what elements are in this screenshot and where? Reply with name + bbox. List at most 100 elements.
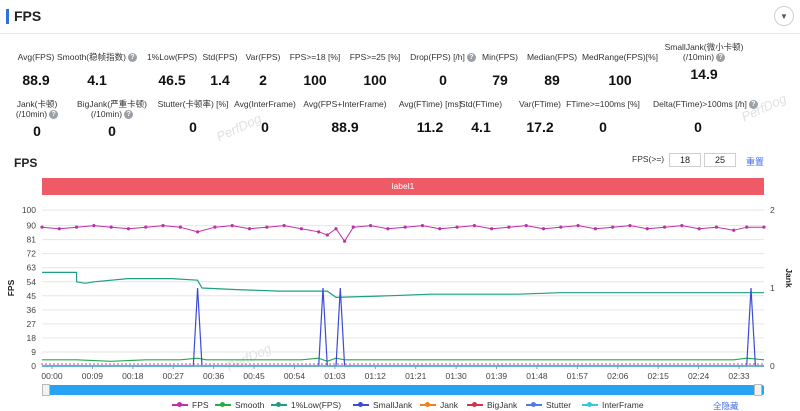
- legend-item-fps[interactable]: FPS: [172, 400, 209, 410]
- help-icon[interactable]: ?: [127, 53, 137, 63]
- help-icon[interactable]: ?: [49, 110, 59, 120]
- stat-block: FPS>=18 [%] 100: [270, 52, 360, 88]
- stat-label: Avg(FPS): [17, 52, 55, 62]
- series-line-fps: [41, 225, 764, 243]
- fps-point: [230, 224, 234, 228]
- fps-point: [472, 224, 476, 228]
- collapse-chevron-icon[interactable]: ▼: [774, 6, 794, 26]
- stat-value: 0: [33, 123, 41, 140]
- legend-item-1-low-fps-[interactable]: 1%Low(FPS): [271, 400, 341, 410]
- help-icon[interactable]: ?: [716, 53, 726, 63]
- baseline-dot: [265, 363, 267, 365]
- baseline-dot: [653, 363, 655, 365]
- stat-label: Stutter(卡顿率) [%]: [157, 99, 229, 109]
- legend-item-interframe[interactable]: InterFrame: [582, 400, 644, 410]
- baseline-dot: [565, 363, 567, 365]
- baseline-dot: [637, 363, 639, 365]
- fps-point: [438, 227, 442, 231]
- baseline-dot: [141, 363, 143, 365]
- baseline-dot: [317, 363, 319, 365]
- stat-value: 4.1: [87, 72, 107, 89]
- legend-item-stutter[interactable]: Stutter: [526, 400, 571, 410]
- baseline-dot: [449, 363, 451, 365]
- stat-block: MedRange(FPS)[%] 100: [575, 52, 665, 88]
- baseline-dot: [477, 363, 479, 365]
- baseline-dot: [309, 363, 311, 365]
- help-icon[interactable]: ?: [466, 53, 476, 63]
- stat-block: BigJank(严重卡顿) (/10min)? 0: [67, 99, 157, 139]
- baseline-dot: [253, 363, 255, 365]
- stat-label: MedRange(FPS)[%]: [581, 52, 659, 62]
- fps-point: [576, 224, 580, 228]
- help-icon[interactable]: ?: [124, 110, 134, 120]
- baseline-dot: [485, 363, 487, 365]
- y2-tick-label: 0: [770, 361, 775, 371]
- baseline-dot: [617, 363, 619, 365]
- y-tick-label: 9: [31, 347, 36, 357]
- fps-point: [178, 225, 182, 229]
- legend-item-smooth[interactable]: Smooth: [215, 400, 264, 410]
- help-icon[interactable]: ?: [748, 100, 758, 110]
- baseline-dot: [669, 363, 671, 365]
- baseline-dot: [153, 363, 155, 365]
- stat-block: SmallJank(微小卡顿) (/10min)? 14.9: [659, 42, 749, 82]
- baseline-dot: [501, 363, 503, 365]
- baseline-dot: [245, 363, 247, 365]
- baseline-dot: [709, 363, 711, 365]
- baseline-dot: [221, 363, 223, 365]
- fps-threshold-input-1[interactable]: [669, 153, 701, 167]
- baseline-dot: [665, 363, 667, 365]
- legend-item-jank[interactable]: Jank: [420, 400, 458, 410]
- baseline-dot: [65, 363, 67, 365]
- baseline-dot: [469, 363, 471, 365]
- legend-item-smalljank[interactable]: SmallJank: [353, 400, 412, 410]
- baseline-dot: [661, 363, 663, 365]
- y-tick-label: 63: [27, 263, 37, 273]
- scrollbar-right-handle[interactable]: [754, 384, 762, 396]
- baseline-dot: [41, 363, 43, 365]
- label-band[interactable]: label1: [42, 178, 764, 195]
- baseline-dot: [117, 363, 119, 365]
- stat-label: Avg(InterFrame): [234, 99, 296, 109]
- watermark: PerfDog: [224, 340, 274, 375]
- baseline-dot: [717, 363, 719, 365]
- baseline-dot: [225, 363, 227, 365]
- fps-point: [645, 227, 649, 231]
- baseline-dot: [465, 363, 467, 365]
- baseline-dot: [93, 363, 95, 365]
- fps-threshold-input-2[interactable]: [704, 153, 736, 167]
- section-title: FPS: [14, 8, 42, 24]
- baseline-dot: [85, 363, 87, 365]
- legend-label: InterFrame: [602, 400, 644, 410]
- baseline-dot: [113, 363, 115, 365]
- baseline-dot: [121, 363, 123, 365]
- baseline-dot: [109, 363, 111, 365]
- baseline-dot: [89, 363, 91, 365]
- baseline-dot: [533, 363, 535, 365]
- stat-block: Var(FTime) 17.2: [495, 99, 585, 135]
- baseline-dot: [633, 363, 635, 365]
- reset-button[interactable]: 重置: [746, 157, 765, 167]
- stat-value: 4.1: [471, 119, 491, 135]
- stat-label: Drop(FPS) [/h]?: [398, 52, 488, 63]
- y-tick-label: 100: [22, 205, 36, 215]
- baseline-dot: [313, 363, 315, 365]
- x-tick-label: 02:15: [648, 371, 670, 381]
- baseline-dot: [705, 363, 707, 365]
- timeline-scrollbar[interactable]: [42, 385, 764, 395]
- chart-legend: 全隐藏 FPS Smooth 1%Low(FPS) SmallJank Jank BigJ…: [0, 400, 800, 411]
- stat-value: 0: [694, 119, 702, 136]
- baseline-dot: [97, 363, 99, 365]
- x-tick-label: 02:33: [728, 371, 750, 381]
- stat-block: Avg(InterFrame) 0: [220, 99, 310, 135]
- hide-all-button[interactable]: 全隐藏: [713, 401, 739, 411]
- legend-item-bigjank[interactable]: BigJank: [467, 400, 517, 410]
- scrollbar-left-handle[interactable]: [42, 384, 50, 396]
- fps-point: [732, 228, 736, 232]
- fps-point: [662, 225, 667, 229]
- legend-label: FPS: [192, 400, 209, 410]
- fps-point: [92, 224, 96, 228]
- legend-label: 1%Low(FPS): [291, 400, 342, 410]
- baseline-dot: [213, 363, 215, 365]
- x-tick-label: 00:36: [203, 371, 225, 381]
